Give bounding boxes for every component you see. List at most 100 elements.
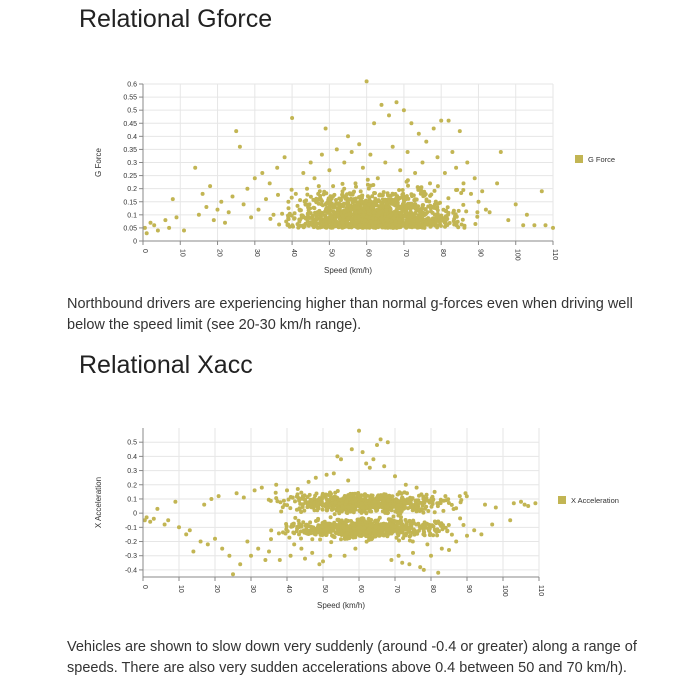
scatter-point [373,503,378,508]
scatter-point [342,210,347,215]
scatter-point [269,528,274,533]
scatter-point [287,535,292,540]
scatter-point [282,502,287,507]
scatter-point [387,521,392,526]
scatter-point [384,222,389,227]
scatter-point [404,523,409,528]
scatter-point [163,218,168,223]
scatter-point [449,532,454,537]
scatter-point [399,491,404,496]
scatter-point [306,479,311,484]
scatter-point [423,222,427,227]
scatter-point [351,522,356,527]
scatter-point [447,548,451,552]
scatter-point [234,129,239,134]
scatter-point [191,549,196,554]
scatter-point [252,176,257,181]
scatter-point [256,546,261,551]
scatter-point [237,144,242,149]
scatter-point [411,193,416,198]
scatter-point [310,550,315,555]
scatter-point [413,202,418,207]
scatter-point [457,494,462,499]
scatter-point [461,202,466,207]
scatter-point [364,461,369,466]
scatter-point [332,512,337,517]
scatter-point [370,493,375,498]
scatter-point [395,498,400,503]
scatter-point [305,495,310,499]
scatter-point [357,223,362,228]
scatter-point [275,499,280,504]
scatter-point [357,533,362,538]
scatter-point [269,537,273,542]
scatter-point [377,210,382,215]
scatter-point [353,546,358,551]
scatter-point [402,526,407,531]
scatter-point [495,181,500,186]
scatter-point [344,499,349,504]
scatter-point [358,194,363,199]
scatter-point [404,225,409,230]
scatter-point [327,168,332,173]
scatter-point [342,160,347,165]
chart-points [142,79,555,236]
scatter-point [357,216,362,221]
scatter-point [434,521,439,526]
scatter-point [325,521,330,526]
scatter-point [390,224,395,229]
y-tick-label: 0.4 [127,134,137,141]
scatter-point [289,187,294,192]
scatter-point [393,219,398,223]
scatter-point [472,176,477,181]
scatter-point [371,183,376,187]
scatter-point [407,538,412,543]
scatter-point [333,496,338,501]
scatter-point [318,537,323,542]
scatter-point [344,505,349,509]
scatter-point [346,478,351,483]
scatter-point [353,498,358,503]
scatter-point [341,204,346,209]
scatter-point [426,509,431,513]
scatter-point [314,519,318,523]
scatter-point [284,522,289,526]
scatter-point [339,457,343,462]
scatter-point [533,501,538,506]
scatter-point [449,502,454,507]
scatter-point [450,150,455,154]
scatter-point [241,495,246,500]
scatter-point [453,214,457,219]
scatter-point [526,504,531,508]
scatter-point [249,215,254,220]
scatter-point [366,186,371,191]
scatter-point [404,207,409,212]
scatter-point [329,222,334,226]
scatter-point [332,535,337,540]
scatter-point [170,197,175,202]
scatter-point [411,527,416,532]
scatter-point [442,171,447,175]
y-tick-label: 0 [133,511,137,518]
chart-legend: X Acceleration [558,496,619,505]
x-tick-label: 0 [141,585,148,589]
x-tick-label: 30 [249,585,256,593]
scatter-point [373,519,377,524]
scatter-point [343,196,348,201]
y-axis-label: X Acceleration [94,477,103,528]
scatter-point [319,212,324,217]
scatter-point [432,489,437,494]
scatter-point [399,212,403,217]
scatter-point [382,464,387,469]
scatter-point [369,537,374,542]
scatter-point [412,205,417,210]
scatter-point [215,207,220,212]
scatter-point [384,217,389,222]
scatter-point [234,491,239,496]
scatter-point [419,507,424,512]
scatter-point [373,199,378,203]
scatter-point [443,224,447,229]
scatter-point [420,503,425,508]
scatter-point [392,201,397,206]
scatter-point [380,193,385,198]
